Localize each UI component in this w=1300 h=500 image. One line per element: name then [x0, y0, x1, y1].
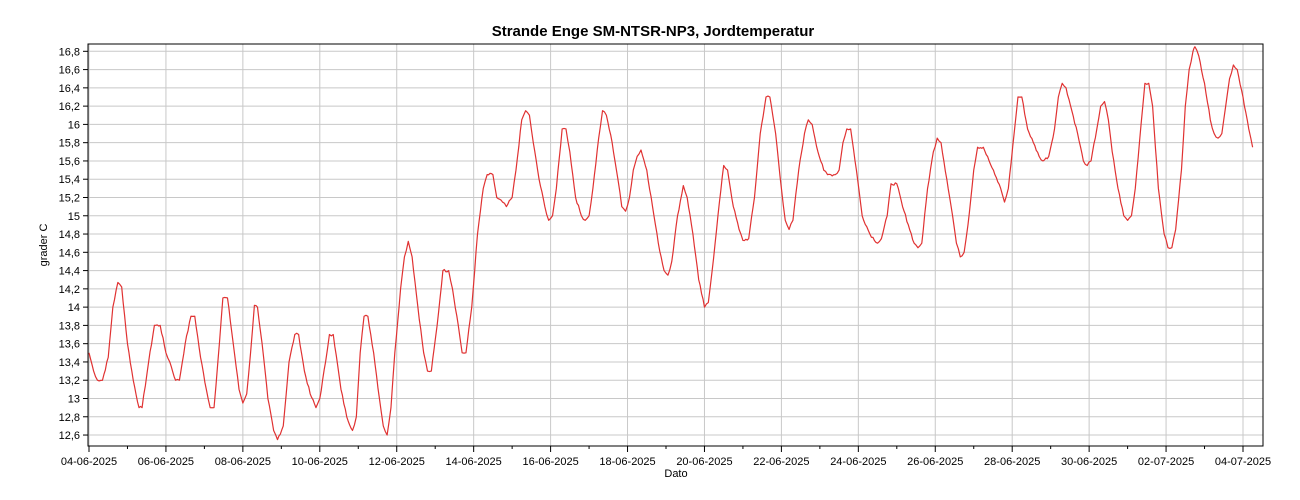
y-tick-label: 13,8: [59, 320, 80, 332]
y-tick-label: 15,2: [59, 192, 80, 204]
plot-area-frame: [87, 43, 1264, 447]
x-tick-label: 20-06-2025: [676, 456, 732, 468]
chart-title: Strande Enge SM-NTSR-NP3, Jordtemperatur: [492, 23, 815, 40]
y-tick-label: 14,2: [59, 284, 80, 296]
y-tick-label: 16: [68, 119, 80, 131]
x-tick-label: 30-06-2025: [1061, 456, 1117, 468]
y-axis-label: grader C: [38, 224, 50, 267]
y-axis: 12,6 12,8 13 13,2 13,4 13,6 13,8 14 14,2 14,4 14,6…: [59, 46, 88, 442]
x-tick-label: 08-06-2025: [215, 456, 271, 468]
x-tick-label: 24-06-2025: [830, 456, 886, 468]
y-tick-label: 15,4: [59, 174, 80, 186]
y-tick-label: 15,8: [59, 138, 80, 150]
y-tick-label: 13,4: [59, 357, 80, 369]
y-tick-label: 16,2: [59, 101, 80, 113]
y-tick-label: 14,6: [59, 247, 80, 259]
y-tick-label: 14: [68, 302, 80, 314]
y-tick-label: 14,8: [59, 229, 80, 241]
y-tick-label: 16,6: [59, 65, 80, 77]
y-tick-label: 16,4: [59, 83, 80, 95]
x-axis: 04-06-2025 06-06-2025 08-06-2025 10-06-2025…: [61, 446, 1271, 468]
x-tick-label: 14-06-2025: [446, 456, 502, 468]
y-tick-label: 12,8: [59, 412, 80, 424]
x-tick-label: 04-06-2025: [61, 456, 117, 468]
y-tick-label: 13,6: [59, 339, 80, 351]
y-tick-label: 12,6: [59, 430, 80, 442]
x-tick-label: 10-06-2025: [292, 456, 348, 468]
x-tick-label: 04-07-2025: [1215, 456, 1271, 468]
x-tick-label: 22-06-2025: [753, 456, 809, 468]
x-tick-label: 26-06-2025: [907, 456, 963, 468]
y-tick-label: 15: [68, 211, 80, 223]
x-tick-label: 06-06-2025: [138, 456, 194, 468]
x-axis-label: Dato: [664, 468, 687, 480]
y-tick-label: 13,2: [59, 375, 80, 387]
series-line-jordtemperatur: [88, 46, 1254, 441]
x-tick-label: 02-07-2025: [1138, 456, 1194, 468]
x-tick-label: 18-06-2025: [599, 456, 655, 468]
y-tick-label: 16,8: [59, 46, 80, 58]
y-tick-label: 13: [68, 393, 80, 405]
y-tick-label: 14,4: [59, 266, 80, 278]
x-tick-label: 16-06-2025: [522, 456, 578, 468]
x-tick-label: 28-06-2025: [984, 456, 1040, 468]
x-tick-label: 12-06-2025: [369, 456, 425, 468]
y-tick-label: 15,6: [59, 156, 80, 168]
gridlines: [88, 44, 1263, 446]
